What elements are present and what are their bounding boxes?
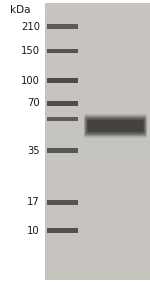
Bar	[46, 80, 78, 82]
Bar	[46, 201, 78, 204]
Bar	[45, 44, 150, 52]
Bar	[45, 239, 150, 245]
Text: 17: 17	[27, 197, 40, 207]
Bar	[45, 107, 150, 114]
Bar	[45, 65, 150, 72]
Text: 10: 10	[27, 226, 40, 236]
Bar	[46, 117, 78, 120]
FancyBboxPatch shape	[84, 114, 147, 138]
Bar	[46, 24, 78, 29]
Bar	[46, 200, 78, 205]
Bar	[45, 190, 150, 197]
Bar	[46, 78, 78, 83]
Bar	[45, 3, 150, 280]
Bar	[45, 58, 150, 65]
Text: 210: 210	[21, 22, 40, 32]
Bar	[46, 50, 78, 52]
Bar	[45, 23, 150, 31]
Bar	[45, 128, 150, 135]
Bar	[45, 252, 150, 259]
Bar	[45, 231, 150, 239]
Bar	[46, 102, 78, 104]
Bar	[45, 155, 150, 162]
FancyBboxPatch shape	[86, 117, 145, 134]
Bar	[45, 31, 150, 38]
Bar	[46, 117, 78, 121]
Bar	[46, 26, 78, 28]
Text: 70: 70	[27, 98, 40, 108]
Bar	[45, 245, 150, 252]
Bar	[45, 142, 150, 148]
Bar	[45, 259, 150, 266]
Bar	[45, 273, 150, 280]
Text: 35: 35	[27, 145, 40, 156]
Bar	[45, 93, 150, 100]
Bar	[45, 3, 150, 10]
Bar	[45, 225, 150, 231]
Bar	[46, 25, 78, 29]
Bar	[45, 79, 150, 86]
Bar	[45, 52, 150, 58]
Bar	[45, 17, 150, 23]
Text: 150: 150	[21, 46, 40, 56]
Bar	[45, 266, 150, 273]
Bar	[45, 169, 150, 176]
Bar	[45, 162, 150, 169]
Text: kDa: kDa	[10, 5, 30, 15]
Bar	[46, 201, 78, 203]
Bar	[46, 50, 78, 52]
Bar	[46, 230, 78, 231]
Bar	[45, 114, 150, 121]
Bar	[45, 86, 150, 93]
Bar	[46, 49, 78, 53]
Bar	[45, 10, 150, 17]
Bar	[46, 102, 78, 105]
Bar	[45, 121, 150, 128]
FancyBboxPatch shape	[87, 120, 144, 132]
Bar	[45, 218, 150, 225]
Bar	[46, 150, 78, 151]
Bar	[46, 149, 78, 152]
Bar	[46, 101, 78, 106]
Bar	[45, 204, 150, 211]
Bar	[45, 135, 150, 142]
Bar	[46, 79, 78, 83]
Bar	[46, 228, 78, 233]
FancyBboxPatch shape	[84, 116, 147, 136]
Text: 100: 100	[21, 76, 40, 86]
Bar	[45, 148, 150, 155]
Bar	[45, 100, 150, 107]
Bar	[45, 38, 150, 44]
Bar	[45, 183, 150, 190]
Bar	[45, 176, 150, 183]
Bar	[45, 211, 150, 218]
Bar	[45, 72, 150, 79]
Bar	[46, 148, 78, 153]
Bar	[46, 229, 78, 232]
Bar	[45, 197, 150, 204]
Bar	[46, 118, 78, 120]
